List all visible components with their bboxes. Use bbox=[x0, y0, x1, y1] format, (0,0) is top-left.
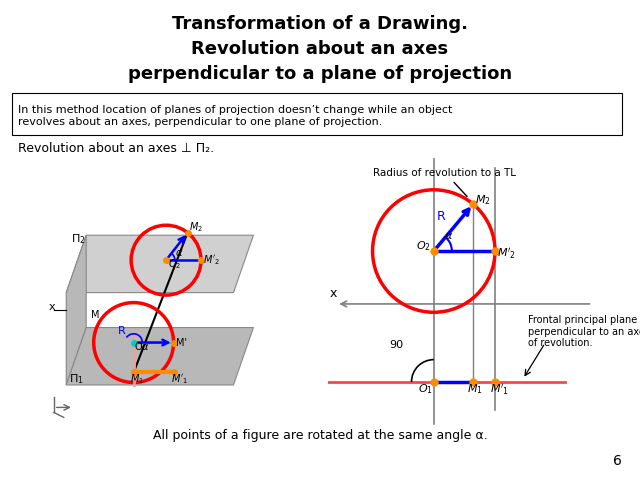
Text: $M_1$: $M_1$ bbox=[130, 372, 144, 386]
Polygon shape bbox=[66, 235, 86, 385]
Text: M': M' bbox=[175, 338, 187, 348]
Text: R: R bbox=[117, 326, 125, 336]
Text: Radius of revolution to a TL: Radius of revolution to a TL bbox=[373, 168, 516, 196]
Text: x: x bbox=[49, 302, 56, 312]
Text: $M'_2$: $M'_2$ bbox=[497, 246, 516, 261]
Text: $M_2$: $M_2$ bbox=[189, 221, 203, 234]
Text: x: x bbox=[330, 287, 337, 300]
Text: 90: 90 bbox=[389, 340, 403, 350]
Text: $M_2$: $M_2$ bbox=[476, 193, 491, 206]
Text: $M'_2$: $M'_2$ bbox=[203, 253, 220, 267]
Text: All points of a figure are rotated at the same angle α.: All points of a figure are rotated at th… bbox=[153, 429, 487, 442]
Text: M: M bbox=[92, 310, 100, 320]
Text: O: O bbox=[135, 341, 143, 351]
Text: 6: 6 bbox=[613, 454, 622, 468]
Text: $\alpha$: $\alpha$ bbox=[444, 231, 454, 241]
Text: $O_2$: $O_2$ bbox=[416, 240, 431, 253]
Text: R: R bbox=[437, 210, 446, 223]
Polygon shape bbox=[66, 327, 253, 385]
Text: $O_1$: $O_1$ bbox=[419, 383, 433, 396]
Text: $O_2$: $O_2$ bbox=[168, 257, 181, 271]
Text: $\alpha$: $\alpha$ bbox=[141, 341, 149, 351]
Polygon shape bbox=[66, 235, 253, 293]
Text: $M'_1$: $M'_1$ bbox=[490, 382, 509, 396]
Text: Revolution about an axes ⊥ Π₂.: Revolution about an axes ⊥ Π₂. bbox=[18, 142, 214, 155]
Text: Frontal principal plane
perpendicular to an axes
of revolution.: Frontal principal plane perpendicular to… bbox=[529, 315, 640, 348]
Text: $\Pi_2$: $\Pi_2$ bbox=[71, 233, 86, 247]
Text: Transformation of a Drawing.
Revolution about an axes
perpendicular to a plane o: Transformation of a Drawing. Revolution … bbox=[128, 15, 512, 83]
Text: $M_1$: $M_1$ bbox=[467, 383, 483, 396]
Bar bbox=[12, 93, 622, 135]
Text: $\alpha$: $\alpha$ bbox=[175, 248, 183, 258]
Text: $M'_1$: $M'_1$ bbox=[171, 372, 188, 386]
Text: $\Pi_1$: $\Pi_1$ bbox=[68, 372, 83, 386]
Text: In this method location of planes of projection doesn’t change while an object
r: In this method location of planes of pro… bbox=[18, 105, 452, 127]
